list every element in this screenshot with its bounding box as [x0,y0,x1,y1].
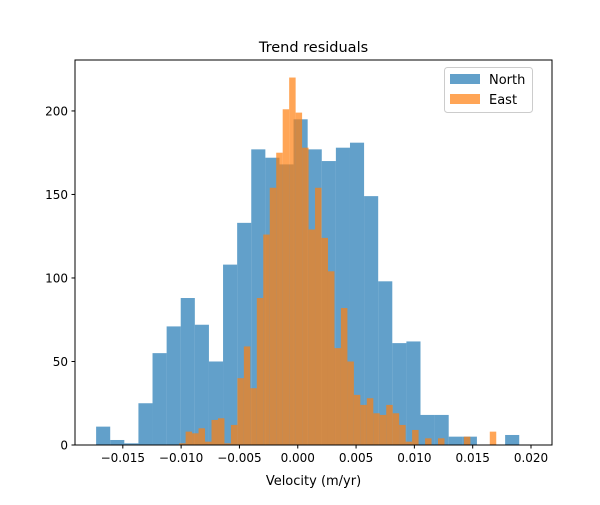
chart-title: Trend residuals [258,40,368,56]
y-tick-label: 0 [60,439,68,453]
bar-east [347,361,354,445]
bar-east [256,298,264,445]
x-axis: −0.015 −0.010 −0.005 0.000 0.005 0.010 0.015 0.… [101,445,548,465]
bar-east [211,419,218,445]
bar-east [340,308,348,445]
bar-east [425,438,432,445]
bar-east [185,431,193,445]
x-tick-label: −0.015 [101,451,145,465]
bar-east [179,443,186,445]
bar-east [405,441,413,445]
bar-east [269,187,277,446]
bar-north [378,281,393,445]
bar-east [230,424,238,445]
bar-north [110,439,125,445]
y-tick-label: 200 [45,104,68,118]
x-tick-label: 0.005 [339,451,373,465]
bar-east [243,346,251,445]
bar-east [295,112,303,445]
bar-east [334,348,341,445]
bar-north [448,436,463,445]
bar-east [276,152,283,445]
legend-swatch-east [450,94,480,104]
bar-north [96,426,111,445]
x-tick-label: 0.010 [397,451,431,465]
y-axis: 0 50 100 150 200 [45,104,75,453]
bar-north [166,326,181,445]
bar-north [138,403,153,445]
bar-east [308,229,316,445]
bar-east [321,237,328,445]
x-tick-label: 0.015 [456,451,490,465]
bar-north [180,298,195,445]
bar-east [263,234,270,445]
bar-east [198,428,206,445]
bar-east [205,441,212,445]
bar-north [223,264,238,445]
bar-east [353,394,361,445]
x-tick-label: −0.010 [159,451,203,465]
bar-north [124,443,139,445]
x-tick-label: 0.020 [514,451,548,465]
bar-north [420,414,435,445]
bar-east [438,438,445,445]
bar-east [217,418,225,445]
bar-east [192,433,199,445]
series-east [179,77,497,446]
x-tick-label: 0.000 [281,451,315,465]
bar-north [505,434,520,445]
bars-layer [96,77,520,446]
x-axis-label: Velocity (m/yr) [266,474,361,489]
bar-east [366,398,374,445]
legend: North East [444,67,533,113]
y-tick-label: 100 [45,271,68,285]
bar-east [315,187,322,446]
bar-east [360,404,367,445]
bar-east [373,413,380,445]
bar-east [224,443,231,445]
bar-east [463,436,471,445]
bar-east [302,147,309,445]
bar-north [406,341,421,445]
axes-frame [74,59,553,446]
bar-north [152,353,167,445]
bar-east [392,413,400,445]
x-tick-label: −0.005 [217,451,261,465]
bar-east [399,424,406,445]
bar-east [489,431,497,445]
bar-east [282,109,290,445]
legend-swatch-north [450,74,480,84]
bar-north [364,196,379,445]
bar-east [327,271,335,445]
bar-east [386,404,393,445]
bar-east [289,77,296,445]
bar-north [194,324,209,445]
legend-label-east: East [489,93,517,108]
bar-east [237,378,244,445]
y-tick-label: 150 [45,188,68,202]
bar-east [412,429,419,445]
bar-north [434,414,449,445]
bar-east [379,414,387,445]
bar-east [250,388,257,445]
legend-label-north: North [489,73,525,88]
y-tick-label: 50 [53,355,68,369]
